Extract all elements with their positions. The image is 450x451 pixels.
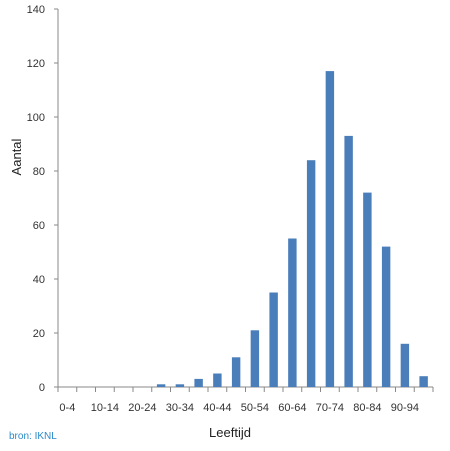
- bar-95+: [419, 376, 428, 387]
- y-tick-label: 80: [33, 166, 45, 178]
- bar-40-44: [213, 373, 222, 387]
- x-tick-label: 20-24: [128, 402, 156, 414]
- bar-30-34: [175, 384, 185, 387]
- bar-65-69: [306, 160, 316, 387]
- y-tick-label: 0: [39, 382, 45, 394]
- source-note: bron: IKNL: [9, 431, 57, 442]
- bar-25-29: [156, 384, 166, 387]
- y-axis-title: Aantal: [9, 138, 24, 175]
- y-tick-label: 60: [33, 220, 45, 232]
- x-tick-label: 70-74: [316, 402, 344, 414]
- bar-70-74: [325, 71, 335, 387]
- x-tick-label: 10-14: [91, 402, 119, 414]
- y-tick-label: 120: [27, 58, 45, 70]
- bar-55-59: [269, 292, 278, 387]
- x-axis: 0-4 10-14 20-24 30-34 40-44 50-54 60-64 70-74 80…: [57, 386, 434, 414]
- bar-60-64: [288, 238, 297, 387]
- y-tick-label: 100: [27, 112, 45, 124]
- x-tick-label: 30-34: [166, 402, 194, 414]
- x-tick-label: 50-54: [241, 402, 269, 414]
- x-axis-title: Leeftijd: [209, 425, 251, 440]
- bar-45-49: [231, 357, 241, 387]
- bar-75-79: [344, 135, 353, 387]
- bar-35-39: [194, 378, 203, 387]
- bars: [156, 71, 428, 387]
- y-tick-label: 140: [27, 4, 45, 16]
- bar-85-89: [381, 246, 391, 387]
- x-tick-label: 60-64: [278, 402, 306, 414]
- y-tick-label: 20: [33, 328, 45, 340]
- bar-80-84: [363, 192, 372, 387]
- bar-50-54: [250, 330, 260, 387]
- bar-90-94: [400, 343, 410, 387]
- x-tick-label: 80-84: [353, 402, 381, 414]
- x-tick-label: 40-44: [203, 402, 231, 414]
- y-tick-label: 40: [33, 274, 45, 286]
- x-tick-label: 0-4: [59, 402, 75, 414]
- y-axis: 0 20 40 60 80 100 120 140: [27, 4, 59, 394]
- x-tick-label: 90-94: [391, 402, 419, 414]
